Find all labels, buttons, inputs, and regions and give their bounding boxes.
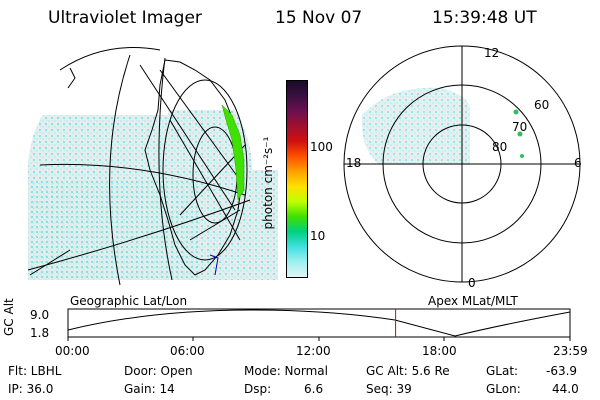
time-tick-0000: 00:00 [55, 344, 90, 358]
lat-lon-grid [27, 47, 251, 286]
time-tick-2359: 23:59 [553, 344, 588, 358]
info-gc-alt: GC Alt: 5.6 Re [366, 364, 450, 378]
coastline [144, 59, 243, 276]
altitude-tick-max: 9.0 [30, 308, 50, 322]
altitude-axis-title: GC Alt [2, 298, 16, 336]
info-mode: Mode: Normal [244, 364, 328, 378]
mlt-label-bottom: 0 [468, 276, 476, 290]
lat-label-70: 70 [512, 120, 528, 134]
date-label: 15 Nov 07 [275, 8, 363, 28]
right-panel-caption: Apex MLat/MLT [428, 294, 518, 308]
colorbar-tick-100: 100 [310, 140, 333, 154]
time-tick-1800: 18:00 [422, 344, 457, 358]
aurora-emission-right [361, 87, 470, 165]
mlt-label-top: 12 [484, 46, 500, 60]
info-seq: Seq: 39 [366, 382, 412, 396]
altitude-tick-min: 1.8 [30, 326, 50, 340]
info-ip: IP: 36.0 [8, 382, 54, 396]
lat-label-60: 60 [534, 98, 550, 112]
left-panel-caption: Geographic Lat/Lon [70, 294, 188, 308]
mlt-label-left: 18 [346, 156, 362, 170]
time-label: 15:39:48 UT [432, 8, 537, 28]
time-tick-0600: 06:00 [170, 344, 205, 358]
info-dsp-label: Dsp: [244, 382, 272, 396]
color-scale-bar [286, 80, 308, 278]
lat-label-80: 80 [492, 140, 508, 154]
mlt-label-right: 6 [574, 156, 582, 170]
polar-mlt-plot [343, 45, 581, 283]
info-glat-label: GLat: [486, 364, 519, 378]
limb-emission [221, 104, 245, 201]
info-door: Door: Open [124, 364, 193, 378]
altitude-curve [67, 309, 571, 337]
info-flt: Flt: LBHL [8, 364, 62, 378]
instrument-title: Ultraviolet Imager [48, 8, 202, 28]
colorbar-tick-10: 10 [310, 229, 326, 243]
info-dsp-value: 6.6 [304, 382, 324, 396]
info-glat-value: -63.9 [546, 364, 578, 378]
time-tick-1200: 12:00 [296, 344, 331, 358]
info-glon-value: 44.0 [552, 382, 579, 396]
info-glon-label: GLon: [486, 382, 521, 396]
info-gain: Gain: 14 [124, 382, 175, 396]
